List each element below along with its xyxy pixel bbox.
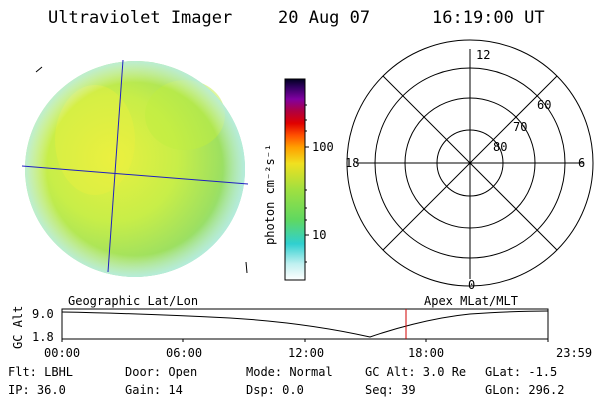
date-label: 20 Aug 07 xyxy=(278,8,371,28)
mlat-label-80: 80 xyxy=(493,140,508,154)
colorbar-unit-label: photon cm⁻²s⁻¹ xyxy=(263,143,277,245)
gc-alt-info: GC Alt: 3.0 Re xyxy=(365,365,467,379)
time-label: 16:19:00 UT xyxy=(432,8,545,28)
gc-alt-axis-label: GC Alt xyxy=(11,305,25,349)
altitude-curve xyxy=(61,310,549,338)
colorbar-tick-10: 10 xyxy=(312,228,327,242)
colorbar-tick-100: 100 xyxy=(312,140,334,154)
dsp-info: Dsp: 0.0 xyxy=(246,383,304,397)
gain-info: Gain: 14 xyxy=(125,383,183,397)
filter-info: Flt: LBHL xyxy=(8,365,74,379)
earth-disk-image xyxy=(21,59,249,277)
ip-info: IP: 36.0 xyxy=(8,383,66,397)
x-tick-label: 18:00 xyxy=(408,346,445,360)
mlt-label-18: 18 xyxy=(345,156,360,170)
mode-info: Mode: Normal xyxy=(246,365,333,379)
colorbar xyxy=(284,78,306,281)
meridian-line xyxy=(107,59,124,273)
apex-mlat-mlt-label: Apex MLat/MLT xyxy=(424,294,518,308)
mlat-label-70: 70 xyxy=(513,120,528,134)
mlt-label-6: 6 xyxy=(578,156,586,170)
mlat-label-60: 60 xyxy=(537,98,552,112)
y-tick-top: 9.0 xyxy=(32,307,54,321)
instrument-title: Ultraviolet Imager xyxy=(48,8,233,28)
corner-tick-mark xyxy=(245,261,248,274)
seq-info: Seq: 39 xyxy=(365,383,416,397)
polar-grid xyxy=(346,39,594,287)
equator-line xyxy=(21,165,249,185)
glon-info: GLon: 296.2 xyxy=(485,383,565,397)
geographic-lat-lon-label: Geographic Lat/Lon xyxy=(68,294,199,308)
mlt-label-12: 12 xyxy=(476,48,491,62)
glat-info: GLat: -1.5 xyxy=(485,365,558,379)
door-info: Door: Open xyxy=(125,365,198,379)
x-tick-label: 23:59 xyxy=(556,346,593,360)
altitude-plot-ticks xyxy=(61,339,549,342)
x-tick-label: 00:00 xyxy=(44,346,81,360)
x-tick-label: 06:00 xyxy=(166,346,203,360)
colorbar-ticks xyxy=(305,104,309,263)
x-tick-label: 12:00 xyxy=(288,346,325,360)
mlt-label-0: 0 xyxy=(468,278,476,292)
y-tick-bottom: 1.8 xyxy=(32,330,54,344)
corner-tick-mark xyxy=(35,66,43,73)
